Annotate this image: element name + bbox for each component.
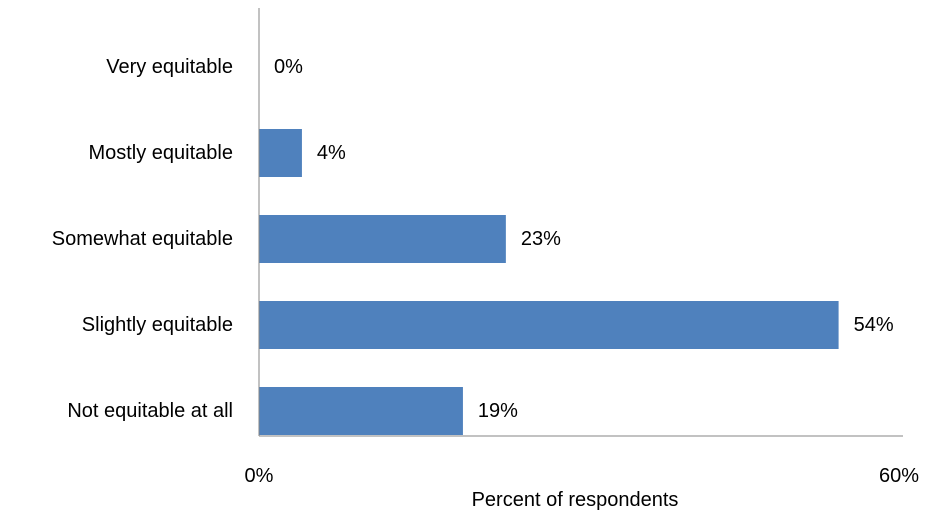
data-label: 23% <box>521 228 561 250</box>
bar-somewhat-equitable <box>259 215 506 263</box>
category-labels-group: Very equitable Mostly equitable Somewhat e… <box>52 56 233 422</box>
bars-group <box>259 129 839 435</box>
x-axis-title: Percent of respondents <box>472 489 679 511</box>
bar-not-equitable-at-all <box>259 387 463 435</box>
data-label: 54% <box>854 314 894 336</box>
bar-mostly-equitable <box>259 129 302 177</box>
bar-slightly-equitable <box>259 301 839 349</box>
category-label: Mostly equitable <box>88 142 233 164</box>
data-label: 19% <box>478 400 518 422</box>
category-label: Very equitable <box>106 56 233 78</box>
data-labels-group: 0% 4% 23% 54% 19% <box>274 56 894 422</box>
x-tick-label: 0% <box>245 465 274 487</box>
x-tick-labels-group: 0% 60% <box>245 465 920 487</box>
category-label: Slightly equitable <box>82 314 233 336</box>
data-label: 4% <box>317 142 346 164</box>
x-tick-label: 60% <box>879 465 919 487</box>
category-label: Not equitable at all <box>67 400 233 422</box>
data-label: 0% <box>274 56 303 78</box>
category-label: Somewhat equitable <box>52 228 233 250</box>
